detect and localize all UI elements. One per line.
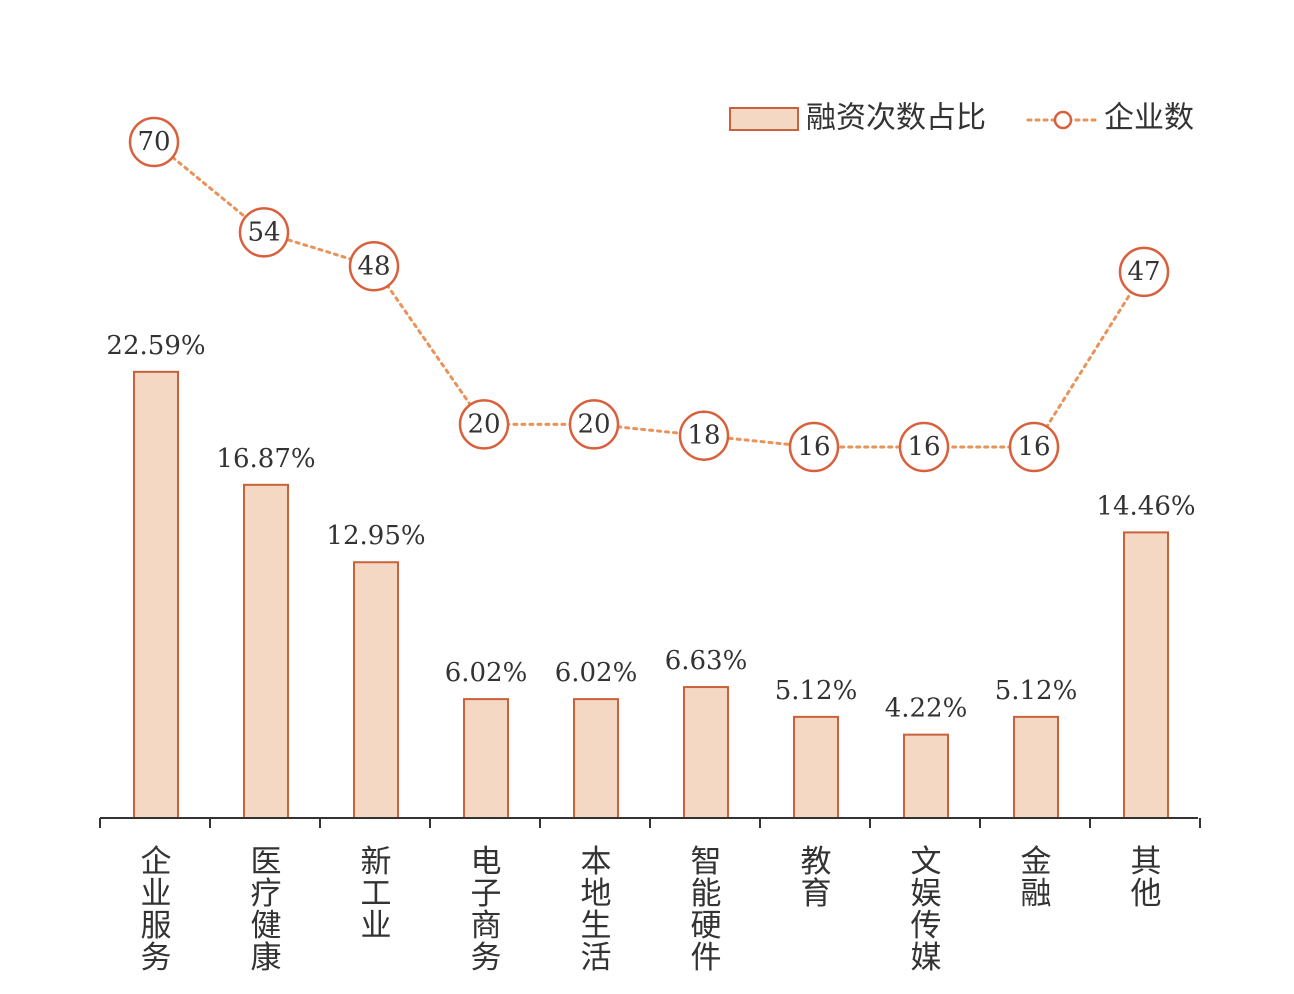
bar-value-label-9: 14.46%	[1096, 491, 1195, 521]
bar-1	[243, 483, 289, 819]
bar-4	[573, 698, 619, 819]
bar-value-label-5: 6.63%	[665, 646, 748, 676]
bar-6	[793, 715, 839, 820]
legend-line-label: 企业数	[1104, 101, 1194, 136]
category-label-6: 教育	[801, 844, 832, 912]
bar-value-label-2: 12.95%	[326, 521, 425, 551]
bar-value-label-3: 6.02%	[445, 658, 528, 688]
line-point-2	[348, 241, 400, 292]
bar-value-label-4: 6.02%	[555, 658, 638, 688]
line-point-8	[1008, 421, 1060, 473]
category-label-1: 医疗健康	[251, 844, 282, 976]
bar-0	[133, 370, 179, 819]
line-point-label-9: 47	[1127, 257, 1160, 287]
bar-value-label-0: 22.59%	[106, 331, 205, 361]
category-label-7: 文娱传媒	[911, 844, 942, 976]
line-point-label-5: 18	[687, 421, 720, 451]
line-point-label-6: 16	[797, 432, 830, 462]
line-point-4	[568, 399, 620, 450]
bar-value-label-1: 16.87%	[216, 444, 315, 474]
line-point-label-0: 70	[137, 127, 170, 157]
line-point-label-1: 54	[247, 217, 280, 247]
legend: 融资次数占比 企业数	[729, 101, 1194, 136]
category-label-5: 智能硬件	[691, 844, 722, 976]
line-point-label-4: 20	[577, 409, 610, 439]
line-point-6	[788, 421, 840, 473]
line-point-5	[678, 410, 730, 461]
category-label-0: 企业服务	[141, 844, 172, 976]
line-point-0	[128, 116, 180, 168]
line-point-7	[898, 421, 950, 473]
line-point-label-3: 20	[467, 409, 500, 439]
line-point-3	[458, 399, 510, 450]
category-labels: 企业服务 医疗健康 新工业 电子商务 本地生活 智能硬件 教育 文娱传媒 金融 其他	[141, 844, 1162, 976]
bar-value-label-8: 5.12%	[995, 676, 1078, 706]
line-point-1	[238, 207, 290, 258]
bar-value-label-7: 4.22%	[885, 694, 968, 724]
line-series: 70 54 48 20 20 18 16 16 16 47	[128, 116, 1170, 473]
bar-labels: 22.59% 16.87% 12.95% 6.02% 6.02% 6.63% 5.12% 4.…	[106, 331, 1195, 724]
category-label-8: 金融	[1021, 844, 1052, 912]
line-point-9	[1118, 246, 1170, 298]
x-axis	[99, 817, 1201, 828]
category-label-2: 新工业	[361, 844, 392, 944]
line-point-label-2: 48	[357, 251, 390, 281]
bar-3	[463, 698, 509, 819]
category-label-3: 电子商务	[471, 844, 502, 976]
bar-5	[683, 686, 729, 819]
enterprise-count-line	[152, 140, 1146, 449]
category-label-4: 本地生活	[581, 844, 612, 976]
category-label-9: 其他	[1131, 844, 1162, 912]
bar-7	[903, 733, 949, 820]
line-point-label-8: 16	[1017, 432, 1050, 462]
line-point-label-7: 16	[907, 432, 940, 462]
bar-8	[1013, 715, 1059, 820]
legend-line-marker	[1053, 110, 1073, 130]
bar-9	[1123, 531, 1169, 819]
bar-2	[353, 561, 399, 819]
legend-bar-label: 融资次数占比	[806, 101, 986, 136]
legend-bar-swatch	[729, 107, 799, 131]
bar-value-label-6: 5.12%	[775, 676, 858, 706]
